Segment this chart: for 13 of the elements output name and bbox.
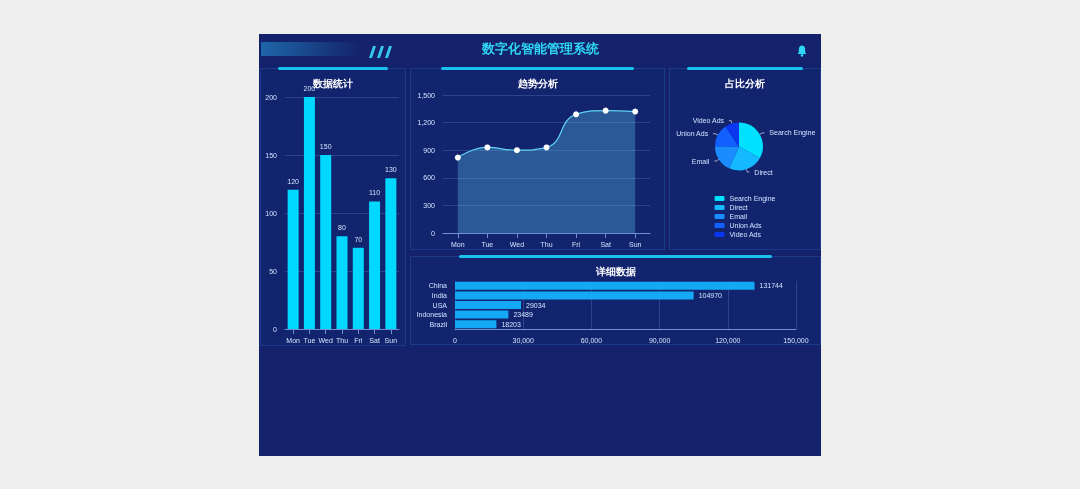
chart-title: 详细数据 <box>594 265 636 277</box>
bar <box>336 236 348 329</box>
chart-title: 趋势分析 <box>516 77 558 89</box>
bar <box>369 201 381 329</box>
bar <box>455 301 521 309</box>
text: 数字化智能管理系统 <box>480 40 600 58</box>
bar <box>352 247 364 329</box>
chart-title: 占比分析 <box>725 77 765 89</box>
bar <box>385 178 397 329</box>
bar <box>320 155 332 329</box>
chart-title: 数据统计 <box>312 77 353 89</box>
bar <box>303 97 315 329</box>
bar <box>287 189 299 329</box>
